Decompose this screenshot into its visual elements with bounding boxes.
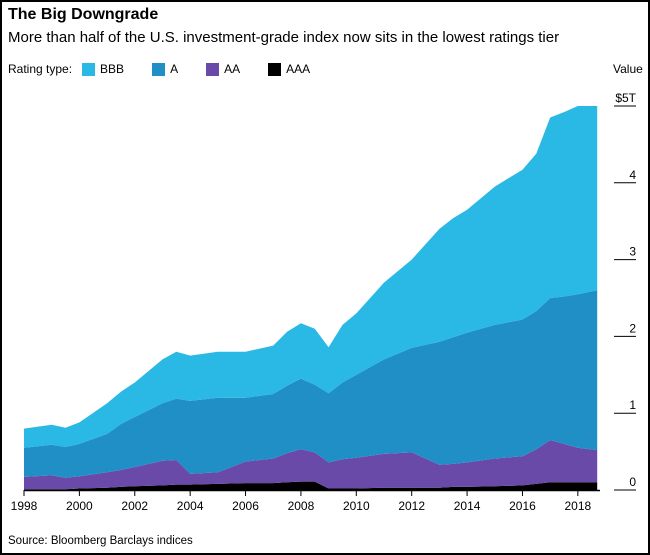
chart-subtitle: More than half of the U.S. investment-gr… (8, 29, 560, 46)
x-tick-label-2016: 2016 (509, 499, 536, 513)
legend-label: Rating type: (8, 62, 73, 76)
x-tick-label-2008: 2008 (288, 499, 315, 513)
legend-item-aaa: AAA (268, 62, 310, 76)
legend-swatch-a (152, 62, 166, 76)
y-tick-label-1: 1 (629, 398, 636, 412)
value-axis-label: Value (613, 62, 643, 76)
x-tick-label-2002: 2002 (121, 499, 148, 513)
legend-text-aaa: AAA (286, 62, 311, 76)
x-tick-label-2006: 2006 (232, 499, 259, 513)
legend-item-bbb: BBB (82, 62, 124, 76)
legend-swatch-aa (206, 62, 220, 76)
x-tick-label-2004: 2004 (177, 499, 204, 513)
chart-title: The Big Downgrade (8, 6, 159, 23)
x-tick-label-2012: 2012 (398, 499, 425, 513)
legend-swatch-aaa (268, 62, 282, 76)
area-aaa (24, 481, 598, 490)
x-tick-label-2014: 2014 (454, 499, 481, 513)
area-aa (24, 440, 598, 490)
y-tick-label-3: 3 (629, 245, 636, 259)
x-tick-label-2010: 2010 (343, 499, 370, 513)
legend: Rating type: BBB A AA AAA (8, 62, 338, 76)
area-bbb (24, 106, 598, 448)
x-tick-label-1998: 1998 (11, 499, 38, 513)
legend-text-bbb: BBB (100, 62, 125, 76)
y-tick-label-2: 2 (629, 321, 636, 335)
legend-text-a: A (170, 62, 179, 76)
legend-swatch-bbb (82, 62, 96, 76)
y-tick-label-4: 4 (629, 168, 636, 182)
x-tick-label-2018: 2018 (564, 499, 591, 513)
y-tick-label-5: $5T (615, 91, 636, 105)
area-a (24, 290, 598, 478)
x-tick-label-2000: 2000 (66, 499, 93, 513)
legend-item-aa: AA (206, 62, 240, 76)
legend-text-aa: AA (224, 62, 241, 76)
legend-item-a: A (152, 62, 178, 76)
y-tick-label-0: 0 (629, 475, 636, 489)
source-note: Source: Bloomberg Barclays indices (8, 535, 193, 547)
